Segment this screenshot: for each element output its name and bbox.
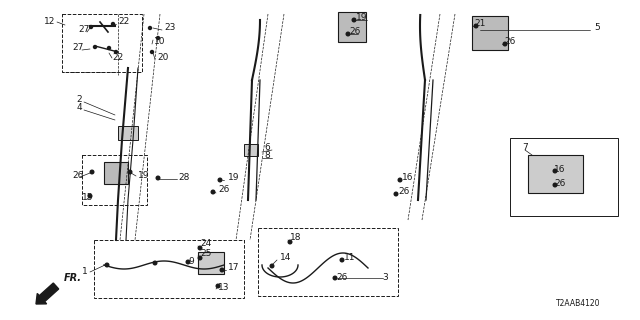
Circle shape	[333, 276, 337, 280]
Circle shape	[88, 194, 92, 198]
Text: 21: 21	[474, 20, 485, 28]
Text: FR.: FR.	[64, 273, 82, 283]
Circle shape	[398, 178, 402, 182]
Text: 24: 24	[200, 239, 211, 249]
Bar	[338, 12, 366, 42]
Text: 19: 19	[228, 173, 239, 182]
Circle shape	[394, 192, 398, 196]
Text: 26: 26	[554, 180, 565, 188]
Text: 20: 20	[157, 52, 168, 61]
Text: 5: 5	[594, 23, 600, 33]
Circle shape	[553, 169, 557, 173]
Bar	[510, 138, 618, 216]
Bar	[118, 126, 138, 140]
Circle shape	[288, 240, 292, 244]
Circle shape	[474, 24, 478, 28]
Text: 10: 10	[154, 37, 166, 46]
Circle shape	[352, 18, 356, 22]
Text: 26: 26	[504, 37, 515, 46]
Text: 25: 25	[200, 250, 211, 259]
Text: 23: 23	[164, 23, 175, 33]
Text: 26: 26	[349, 28, 360, 36]
Circle shape	[93, 45, 97, 49]
Text: 22: 22	[118, 18, 129, 27]
Text: 26: 26	[218, 186, 229, 195]
Circle shape	[115, 51, 118, 53]
Bar	[198, 252, 224, 274]
Circle shape	[156, 176, 160, 180]
Bar	[94, 240, 244, 298]
Bar	[62, 14, 142, 72]
Text: 4: 4	[76, 103, 82, 113]
Circle shape	[153, 261, 157, 265]
Circle shape	[340, 258, 344, 262]
Text: 14: 14	[280, 253, 291, 262]
Circle shape	[211, 190, 215, 194]
Circle shape	[157, 36, 159, 39]
Circle shape	[503, 42, 507, 46]
Text: 12: 12	[44, 18, 55, 27]
Text: 27: 27	[72, 44, 83, 52]
Text: 9: 9	[188, 258, 194, 267]
Circle shape	[108, 46, 111, 50]
Text: 3: 3	[382, 274, 388, 283]
Text: 22: 22	[112, 52, 124, 61]
Circle shape	[553, 183, 557, 187]
Bar	[528, 155, 583, 193]
Circle shape	[216, 284, 220, 288]
Text: 27: 27	[78, 26, 90, 35]
Text: 7: 7	[522, 143, 528, 153]
Circle shape	[218, 178, 222, 182]
Circle shape	[346, 32, 350, 36]
Text: 18: 18	[290, 234, 301, 243]
Bar	[82, 155, 147, 205]
Circle shape	[270, 264, 274, 268]
Text: 8: 8	[264, 151, 270, 161]
FancyArrow shape	[36, 283, 59, 304]
Circle shape	[111, 22, 115, 26]
Circle shape	[186, 260, 190, 264]
Bar	[258, 228, 398, 296]
Circle shape	[90, 170, 94, 174]
Text: 26: 26	[72, 172, 83, 180]
Circle shape	[128, 170, 132, 174]
Text: 2: 2	[76, 95, 82, 105]
Text: 13: 13	[218, 284, 230, 292]
Text: 6: 6	[264, 143, 270, 153]
Text: 1: 1	[83, 268, 88, 276]
Circle shape	[220, 268, 224, 272]
Bar	[104, 162, 128, 184]
Text: 19: 19	[356, 13, 367, 22]
Text: T2AAB4120: T2AAB4120	[556, 300, 600, 308]
Circle shape	[150, 51, 154, 53]
Bar	[472, 16, 508, 50]
Circle shape	[198, 246, 202, 250]
Text: 15: 15	[82, 194, 93, 203]
Circle shape	[105, 263, 109, 267]
Text: 28: 28	[178, 173, 189, 182]
Circle shape	[90, 26, 93, 28]
Text: 19: 19	[138, 171, 150, 180]
Text: 26: 26	[398, 188, 410, 196]
Text: 16: 16	[554, 165, 566, 174]
Circle shape	[198, 256, 202, 260]
Bar	[244, 144, 258, 156]
Text: 17: 17	[228, 263, 239, 273]
Text: 16: 16	[402, 173, 413, 182]
Text: 26: 26	[336, 274, 348, 283]
Text: 11: 11	[344, 253, 355, 262]
Circle shape	[148, 27, 152, 29]
